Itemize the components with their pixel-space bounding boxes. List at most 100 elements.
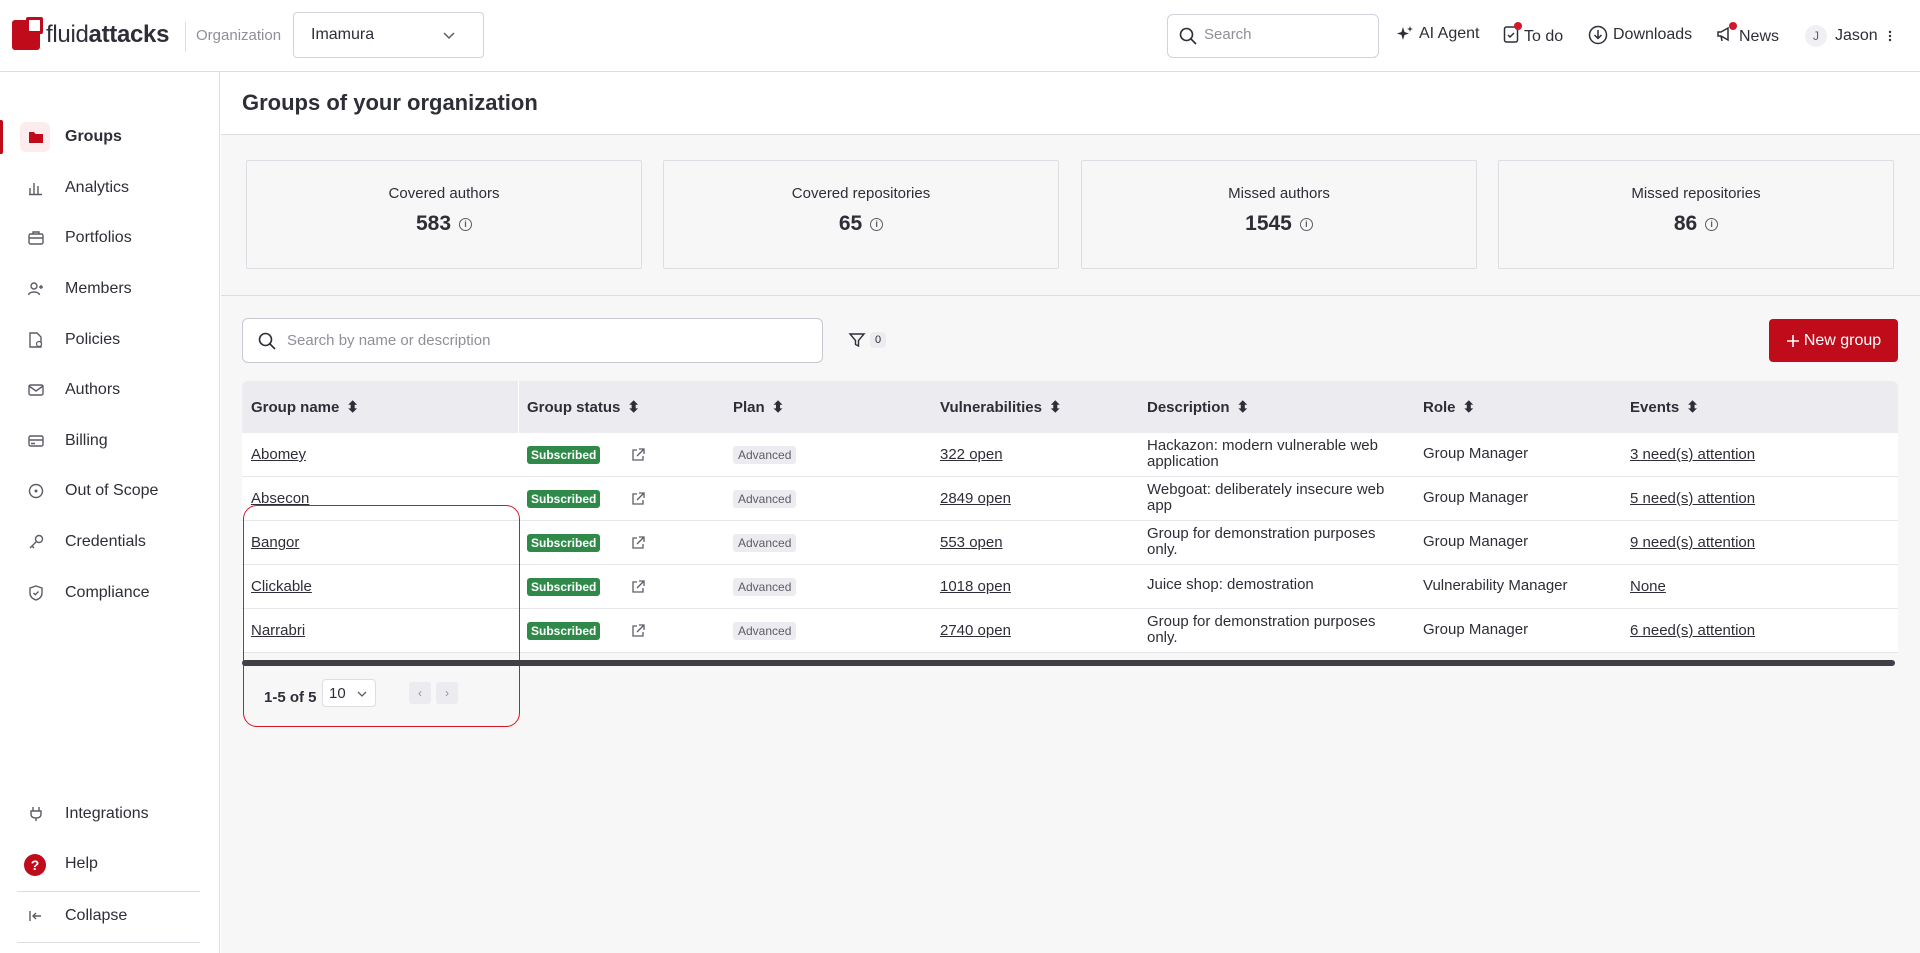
sidebar-item-label: Credentials (65, 533, 146, 550)
events-link[interactable]: 5 need(s) attention (1630, 490, 1756, 507)
table-row[interactable]: Abomey Subscribed Advanced 322 open Hack… (242, 433, 1898, 477)
horizontal-scrollbar[interactable] (242, 660, 1895, 666)
vulnerabilities-link[interactable]: 2849 open (940, 490, 1011, 507)
info-icon[interactable]: i (1299, 217, 1313, 231)
sidebar-item-groups[interactable]: Groups (0, 116, 219, 158)
previous-page-button[interactable]: ‹ (409, 682, 431, 704)
collapse-icon (29, 911, 41, 921)
external-link-icon[interactable] (630, 579, 646, 595)
stat-label: Covered repositories (791, 185, 931, 202)
column-header-events[interactable]: Events ⬍ (1630, 398, 1699, 417)
column-header-vulnerabilities[interactable]: Vulnerabilities ⬍ (940, 398, 1062, 417)
briefcase-icon (28, 231, 44, 245)
fluidattacks-logo[interactable]: fluidattacks (12, 17, 169, 50)
divider (17, 942, 200, 943)
pagination-range: 1-5 of 5 (264, 689, 317, 706)
user-menu[interactable]: J Jason (1805, 25, 1894, 47)
new-group-label: New group (1803, 331, 1882, 349)
external-link-icon[interactable] (630, 491, 646, 507)
table-row[interactable]: Narrabri Subscribed Advanced 2740 open G… (242, 609, 1898, 653)
stat-label: Missed repositories (1631, 185, 1761, 202)
global-search-input[interactable]: Search (1167, 14, 1379, 58)
plan-badge: Advanced (733, 490, 797, 508)
column-header-description[interactable]: Description ⬍ (1147, 398, 1250, 417)
group-name-link[interactable]: Clickable (251, 578, 312, 595)
events-link[interactable]: 3 need(s) attention (1630, 446, 1756, 463)
sidebar-item-policies[interactable]: Policies (0, 319, 219, 361)
sidebar-item-label: Portfolios (65, 229, 132, 246)
filter-button[interactable]: 0 (848, 331, 887, 349)
sort-icon: ⬍ (1686, 399, 1699, 416)
sidebar-item-billing[interactable]: Billing (0, 420, 219, 462)
external-link-icon[interactable] (630, 535, 646, 551)
page-size-select[interactable]: 10 (322, 679, 376, 707)
group-name-link[interactable]: Absecon (251, 490, 310, 507)
chevron-left-icon: ‹ (418, 686, 422, 700)
organization-select[interactable]: Imamura (293, 12, 484, 58)
table-row[interactable]: Clickable Subscribed Advanced 1018 open … (242, 565, 1898, 609)
ai-agent-button[interactable]: AI Agent (1396, 25, 1480, 43)
info-icon[interactable]: i (459, 217, 473, 231)
plan-badge: Advanced (733, 578, 797, 596)
divider (185, 22, 186, 52)
sidebar-item-integrations[interactable]: Integrations (0, 793, 219, 835)
table-row[interactable]: Bangor Subscribed Advanced 553 open Grou… (242, 521, 1898, 565)
description-text: Webgoat: deliberately insecure web app (1147, 481, 1385, 514)
sidebar-item-portfolios[interactable]: Portfolios (0, 217, 219, 259)
notification-dot (1514, 22, 1522, 30)
events-link[interactable]: 6 need(s) attention (1630, 622, 1756, 639)
shield-check-icon (29, 585, 43, 601)
events-link[interactable]: None (1630, 578, 1666, 595)
downloads-button[interactable]: Downloads (1588, 25, 1692, 45)
organization-label: Organization (196, 27, 282, 44)
vulnerabilities-link[interactable]: 322 open (940, 446, 1003, 463)
clipboard-check-icon (1503, 22, 1522, 48)
stat-card-missed-authors: Missed authors 1545 i (1081, 160, 1477, 269)
group-name-link[interactable]: Narrabri (251, 622, 306, 639)
group-search-input[interactable]: Search by name or description (242, 318, 823, 363)
collapse-button[interactable]: Collapse (0, 895, 219, 937)
column-header-role[interactable]: Role ⬍ (1423, 398, 1476, 417)
group-name-link[interactable]: Abomey (251, 446, 307, 463)
logo-mark-icon (12, 17, 43, 50)
sidebar-item-help[interactable]: ? Help (0, 843, 219, 885)
group-name-link[interactable]: Bangor (251, 534, 300, 551)
next-page-button[interactable]: › (436, 682, 458, 704)
filter-count-badge: 0 (870, 332, 887, 348)
column-header-plan[interactable]: Plan ⬍ (733, 398, 785, 417)
vulnerabilities-link[interactable]: 2740 open (940, 622, 1011, 639)
sidebar-item-label: Compliance (65, 584, 150, 601)
column-header-group-status[interactable]: Group status ⬍ (527, 398, 640, 417)
stat-label: Missed authors (1228, 185, 1330, 202)
external-link-icon[interactable] (630, 447, 646, 463)
sidebar-item-compliance[interactable]: Compliance (0, 572, 219, 614)
chevron-right-icon: › (445, 686, 449, 700)
main-content: Groups of your organization Covered auth… (221, 72, 1920, 953)
download-icon (1588, 25, 1608, 45)
mail-icon (28, 384, 44, 396)
column-header-group-name[interactable]: Group name ⬍ (251, 398, 359, 417)
external-link-icon[interactable] (630, 623, 646, 639)
sidebar-item-out-of-scope[interactable]: Out of Scope (0, 470, 219, 512)
sidebar-item-authors[interactable]: Authors (0, 369, 219, 411)
chevron-down-icon (443, 32, 455, 40)
organization-value: Imamura (311, 26, 375, 43)
role-text: Group Manager (1423, 533, 1529, 550)
new-group-button[interactable]: New group (1769, 319, 1898, 362)
description-text: Hackazon: modern vulnerable web applicat… (1147, 437, 1378, 470)
info-icon[interactable]: i (1705, 217, 1719, 231)
description-text: Juice shop: demostration (1147, 576, 1314, 593)
todo-button[interactable]: To do (1503, 22, 1563, 48)
news-button[interactable]: News (1716, 22, 1779, 48)
sidebar-item-members[interactable]: Members (0, 268, 219, 310)
chevron-down-icon (357, 691, 367, 697)
sidebar-item-analytics[interactable]: Analytics (0, 167, 219, 209)
table-row[interactable]: Absecon Subscribed Advanced 2849 open We… (242, 477, 1898, 521)
info-icon[interactable]: i (870, 217, 884, 231)
vulnerabilities-link[interactable]: 553 open (940, 534, 1003, 551)
sidebar-item-credentials[interactable]: Credentials (0, 521, 219, 563)
vulnerabilities-link[interactable]: 1018 open (940, 578, 1011, 595)
stat-value: 583 (415, 212, 452, 235)
events-link[interactable]: 9 need(s) attention (1630, 534, 1756, 551)
role-text: Group Manager (1423, 445, 1529, 462)
